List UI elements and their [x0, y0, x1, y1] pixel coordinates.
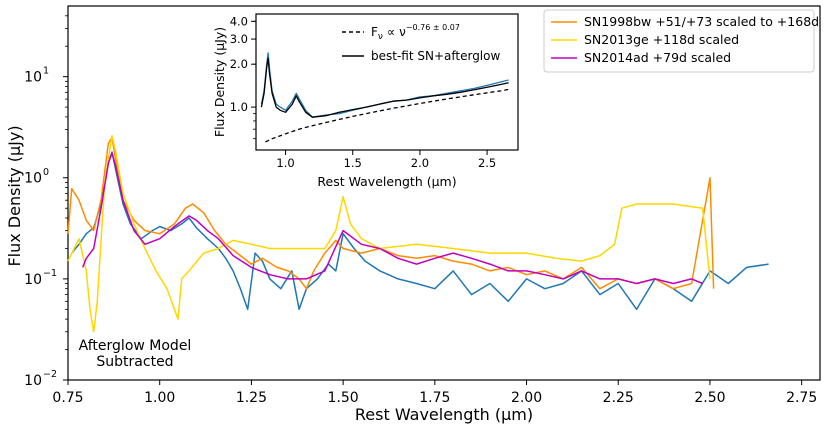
main-y-tick-label-1: 10 — [24, 272, 42, 288]
inset-y-ticks: 1.0 2.0 3.0 4.0 — [230, 14, 256, 140]
inset-x-tick-label-1: 1.5 — [344, 156, 362, 170]
main-series-line-3 — [82, 152, 703, 285]
inset-series-line-2 — [265, 88, 509, 143]
main-series-line-0 — [71, 151, 769, 311]
main-plot-frame — [67, 5, 821, 381]
main-x-tick-label-3: 1.50 — [328, 390, 359, 406]
main-x-tick-label-4: 1.75 — [419, 390, 450, 406]
afterglow-annotation-line-2: Subtracted — [96, 354, 173, 370]
main-series-line-1 — [67, 136, 715, 290]
inset-background — [256, 14, 518, 150]
main-y-tick-exponent-3: 1 — [43, 66, 49, 77]
inset-legend-label-bestfit: best-fit SN+afterglow — [371, 49, 500, 63]
main-y-tick-exponent-1: −1 — [43, 268, 57, 279]
main-x-ticks: 0.75 1.00 1.25 1.50 1.75 2.00 2.25 2.50 2.75 — [52, 380, 817, 406]
main-y-tick-label-2: 10 — [24, 171, 42, 187]
inset-x-tick-label-2: 2.0 — [411, 156, 429, 170]
inset-x-tick-label-0: 1.0 — [276, 156, 294, 170]
main-y-tick-exponent-2: 0 — [43, 167, 49, 178]
afterglow-annotation-line-1: Afterglow Model — [79, 338, 192, 354]
main-x-tick-label-6: 2.25 — [603, 390, 634, 406]
main-y-tick-exponent-0: −2 — [43, 369, 57, 380]
main-x-tick-label-7: 2.50 — [694, 390, 725, 406]
main-x-axis-label: Rest Wavelength (μm) — [355, 405, 533, 424]
main-series-line-2 — [67, 135, 711, 333]
legend-label-sn2013ge: SN2013ge +118d scaled — [584, 32, 739, 47]
main-plot: 0.75 1.00 1.25 1.50 1.75 2.00 2.25 2.50 2.75 10−… — [5, 5, 821, 424]
main-x-tick-label-2: 1.25 — [236, 390, 267, 406]
inset-plot: 1.0 1.5 2.0 2.5 1.0 2.0 3.0 4.0 Rest Wavelengt… — [212, 13, 519, 189]
main-legend: SN1998bw +51/+73 scaled to +168d SN2013g… — [543, 9, 819, 73]
inset-y-tick-label-0: 1.0 — [230, 100, 248, 114]
main-y-tick-label-3: 10 — [24, 70, 42, 86]
main-series-group — [67, 135, 769, 333]
main-legend-box — [543, 9, 815, 73]
legend-label-sn1998bw: SN1998bw +51/+73 scaled to +168d — [584, 14, 819, 29]
inset-y-tick-label-1: 2.0 — [230, 57, 248, 71]
inset-y-tick-label-3: 4.0 — [230, 14, 248, 28]
main-x-tick-label-1: 1.00 — [144, 390, 175, 406]
main-x-tick-label-0: 0.75 — [52, 390, 83, 406]
main-x-tick-label-8: 2.75 — [786, 390, 817, 406]
main-y-axis-label: Flux Density (μJy) — [5, 125, 24, 266]
inset-y-axis-label: Flux Density (μJy) — [212, 27, 227, 137]
legend-label-sn2014ad: SN2014ad +79d scaled — [584, 50, 731, 65]
main-y-tick-label-0: 10 — [24, 373, 42, 389]
main-x-tick-label-5: 2.00 — [511, 390, 542, 406]
inset-plot-frame — [255, 13, 519, 151]
inset-series-group — [260, 52, 509, 143]
inset-x-ticks: 1.0 1.5 2.0 2.5 — [276, 150, 496, 170]
inset-x-tick-label-3: 2.5 — [478, 156, 496, 170]
inset-y-tick-label-2: 3.0 — [230, 32, 248, 46]
inset-series-line-1 — [260, 57, 509, 118]
inset-x-axis-label: Rest Wavelength (μm) — [317, 174, 456, 189]
